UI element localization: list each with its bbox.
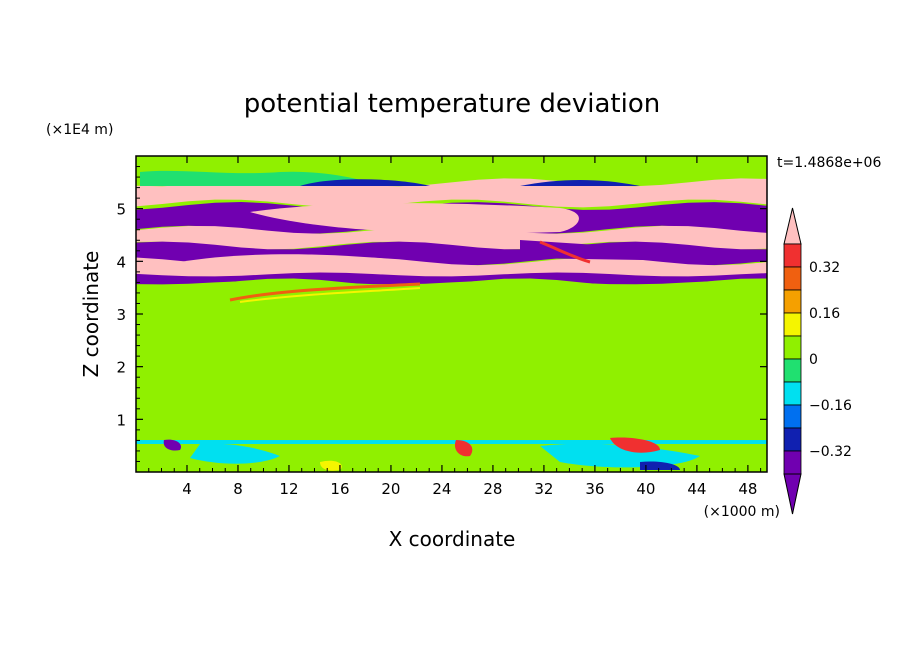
x-unit-label: (×1000 m): [704, 504, 780, 520]
x-tick-label: 28: [483, 480, 502, 498]
x-tick-label: 4: [182, 480, 192, 498]
warm-lens-left: [180, 254, 406, 272]
x-axis-ticks: 4 8 12 16 20 24 28 32 36 40 44 48: [148, 156, 762, 498]
x-tick-label: 36: [585, 480, 604, 498]
x-axis-label: X coordinate: [389, 527, 516, 551]
x-tick-label: 24: [432, 480, 451, 498]
colorbar-segment: [783, 404, 802, 429]
x-tick-label: 48: [738, 480, 757, 498]
band-troposphere: [136, 278, 767, 472]
x-tick-label: 12: [279, 480, 298, 498]
colorbar-segment: [783, 243, 802, 268]
colorbar-segment: [783, 289, 802, 314]
cold-pocket-upper: [300, 179, 430, 186]
colorbar-tick-label: 0.32: [809, 260, 840, 276]
warm-lens-center: [250, 203, 579, 234]
surface-cool-patch-right: [540, 443, 700, 468]
band-warm-middle: [136, 225, 767, 250]
colorbar-segment: [783, 427, 802, 452]
colorbar-segment: [783, 450, 802, 475]
plot-area: [136, 156, 767, 472]
colorbar-tick-label: 0: [809, 352, 818, 368]
x-tick-label: 16: [330, 480, 349, 498]
colorbar-segment: [783, 381, 802, 406]
y-tick-label: 5: [116, 201, 126, 219]
y-axis-label: Z coordinate: [79, 251, 103, 378]
orange-line-1: [229, 282, 421, 302]
band-cold-lower: [136, 272, 767, 285]
red-line-1: [539, 240, 591, 264]
cyan-strip-near-surface: [136, 440, 767, 444]
x-tick-label: 20: [381, 480, 400, 498]
cold-pocket-center: [520, 180, 640, 186]
colorbar-segment: [783, 266, 802, 291]
y-unit-label: (×1E4 m): [46, 122, 113, 138]
cold-tongue-right: [520, 240, 767, 262]
surface-cold-blob-2: [640, 461, 680, 470]
time-label: t=1.4868e+06: [777, 155, 881, 171]
y-tick-label: 4: [116, 253, 126, 271]
y-tick-label: 1: [116, 411, 126, 429]
x-tick-label: 40: [636, 480, 655, 498]
colorbar-tick-label: −0.32: [809, 444, 852, 460]
surface-cold-blob-1: [163, 439, 182, 451]
surface-cool-patch-left: [190, 443, 280, 464]
y-tick-label: 2: [116, 359, 126, 377]
colorbar-extend-max: [783, 207, 802, 245]
colorbar-segment: [783, 312, 802, 337]
surface-warm-blob-2: [610, 437, 660, 453]
surface-warm-blob-1: [454, 440, 473, 457]
colorbar-segment: [783, 335, 802, 360]
contour-patches: [136, 170, 767, 471]
x-tick-label: 8: [233, 480, 243, 498]
colorbar-extend-min: [783, 473, 802, 515]
colorbar-tick-label: 0.16: [809, 306, 840, 322]
yellow-line-1: [239, 287, 421, 303]
surface-yellow-blob: [320, 460, 342, 471]
x-tick-label: 32: [534, 480, 553, 498]
y-tick-label: 3: [116, 306, 126, 324]
y-axis-ticks: 1 2 3 4 5: [116, 166, 767, 462]
chart-title: potential temperature deviation: [244, 89, 660, 119]
x-tick-label: 44: [687, 480, 706, 498]
colorbar-segment: [783, 358, 802, 383]
colorbar: 0.32 0.16 0 −0.16 −0.32: [783, 207, 852, 515]
colorbar-tick-label: −0.16: [809, 398, 852, 414]
